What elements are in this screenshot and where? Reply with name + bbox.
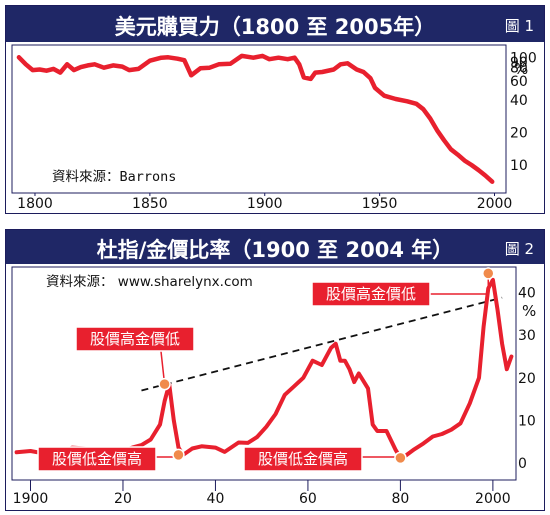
- dow-gold-ratio-panel: 杜指/金價比率（1900 至 2004 年） 圖 2 % 40 30 20 10 0 190…: [5, 229, 545, 511]
- panel-header: 杜指/金價比率（1900 至 2004 年） 圖 2: [6, 230, 544, 264]
- annotation-label: 股價高金價低: [90, 330, 180, 348]
- annotation-callout: 股價低金價高: [243, 446, 407, 472]
- panel-header: 美元購買力（1800 至 2005年） 圖 1: [6, 6, 544, 42]
- y-unit-label: %: [522, 302, 536, 320]
- annotation-leader: [430, 273, 490, 295]
- x-tick-label: 2000: [475, 491, 511, 507]
- annotation-label: 股價低金價高: [258, 450, 348, 468]
- y-tick-label: 20: [518, 371, 536, 387]
- y-tick-label: 40: [518, 286, 536, 302]
- annotation-box: [75, 326, 195, 352]
- annotation-label: 股價低金價高: [52, 450, 142, 468]
- annotation-marker: [158, 377, 171, 391]
- annotation-marker: [482, 267, 495, 280]
- annotation-label: 股價高金價低: [326, 285, 416, 303]
- y-tick-label: 10: [518, 413, 536, 429]
- x-tick-label: 2000: [477, 196, 513, 212]
- x-tick-label: 1900: [13, 491, 49, 507]
- x-tick-label: 60: [299, 491, 317, 507]
- x-tick-label: 20: [114, 491, 132, 507]
- plot-area: [11, 44, 507, 194]
- y-tick-label: 60: [510, 74, 528, 90]
- x-tick-label: 80: [391, 491, 409, 507]
- annotation-box: [243, 446, 363, 472]
- chart-title: 美元購買力（1800 至 2005年）: [114, 15, 436, 39]
- annotation-box: [311, 281, 431, 307]
- y-tick-label: 10: [510, 158, 528, 174]
- y-tick-label: 80: [510, 61, 528, 77]
- series-line: [16, 53, 495, 184]
- chart-title: 杜指/金價比率（1900 至 2004 年）: [96, 238, 454, 262]
- source-note: 資料來源：Barrons: [52, 169, 176, 185]
- purchasing-power-panel: 美元購買力（1800 至 2005年） 圖 1 % 100 90 80 60 40 20 10…: [5, 5, 545, 214]
- y-tick-label: 90: [510, 55, 528, 71]
- source-note: 資料來源： www.sharelynx.com: [46, 274, 253, 290]
- x-tick-label: 1900: [247, 196, 283, 212]
- annotation-marker: [394, 451, 407, 465]
- figure-label: 圖 1: [504, 17, 534, 35]
- y-tick-label: 0: [518, 456, 527, 472]
- x-tick-label: 40: [207, 491, 225, 507]
- plot-area: [11, 266, 517, 481]
- annotation-callout: 股價高金價低: [75, 326, 195, 391]
- annotation-box: [37, 446, 157, 472]
- x-tick-label: 1850: [132, 196, 168, 212]
- annotation-callout: 股價低金價高: [37, 446, 185, 472]
- annotation-marker: [172, 448, 185, 462]
- y-unit-label: %: [514, 60, 528, 78]
- figure-label: 圖 2: [504, 240, 534, 258]
- y-tick-label: 20: [510, 126, 528, 142]
- y-tick-label: 30: [518, 328, 536, 344]
- y-tick-label: 40: [510, 93, 528, 109]
- x-tick-label: 1950: [362, 196, 398, 212]
- y-tick-label: 100: [510, 50, 537, 66]
- trend-line: [141, 296, 503, 392]
- annotation-callout: 股價高金價低: [311, 267, 495, 307]
- x-tick-label: 1800: [17, 196, 53, 212]
